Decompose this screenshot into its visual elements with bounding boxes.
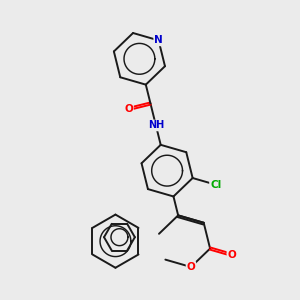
Text: NH: NH — [148, 121, 164, 130]
Text: O: O — [227, 250, 236, 260]
Text: O: O — [124, 104, 133, 114]
Text: N: N — [154, 35, 163, 45]
Text: O: O — [187, 262, 195, 272]
Text: Cl: Cl — [210, 180, 221, 190]
